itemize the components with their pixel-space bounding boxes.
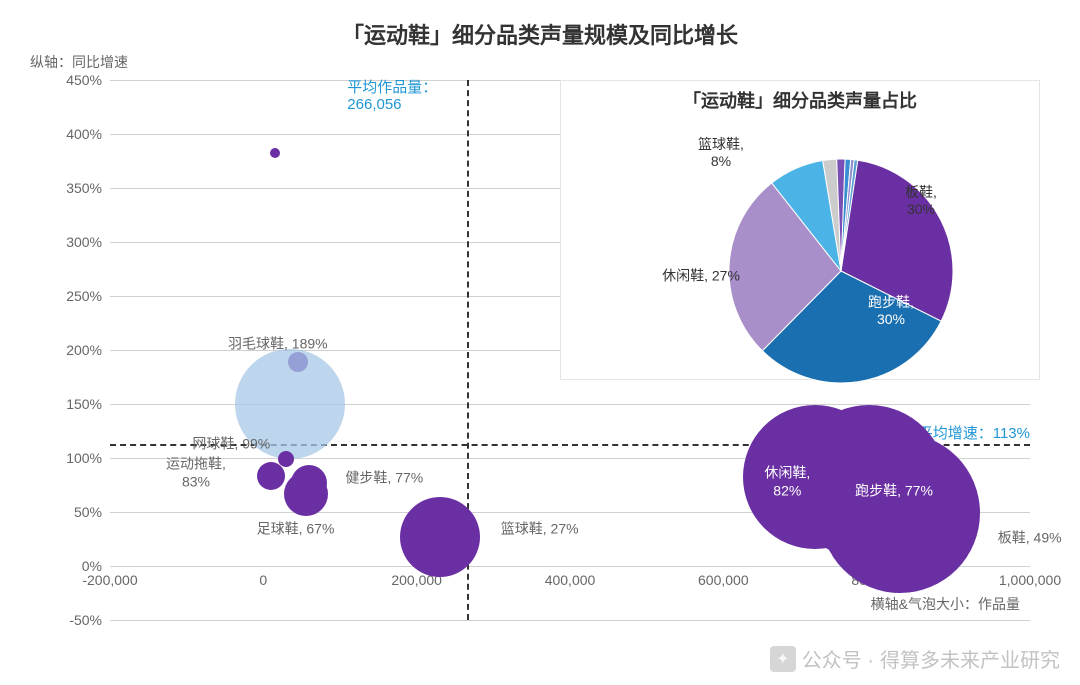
x-tick-label: 600,000 <box>698 572 749 588</box>
y-tick-label: -50% <box>69 612 102 628</box>
bubble-label-跑步鞋: 跑步鞋, 77% <box>855 482 933 500</box>
x-axis-caption: 横轴&气泡大小：作品量 <box>871 594 1020 614</box>
pie-title: 「运动鞋」细分品类声量占比 <box>561 87 1039 113</box>
watermark: ✦ 公众号 · 得算多未来产业研究 <box>770 644 1060 673</box>
x-tick-label: 1,000,000 <box>999 572 1061 588</box>
pie-label-休闲鞋: 休闲鞋, 27% <box>662 268 740 285</box>
y-tick-label: 300% <box>66 234 102 250</box>
chart-title: 「运动鞋」细分品类声量规模及同比增长 <box>0 18 1080 50</box>
y-tick-label: 250% <box>66 288 102 304</box>
avg-works-value: 266,056 <box>347 96 401 113</box>
y-axis-label: 纵轴：同比增速 <box>30 52 128 72</box>
avg-works-label: 平均作品量： <box>347 76 437 97</box>
gridline <box>110 620 1030 621</box>
bubble-label-足球鞋: 足球鞋, 67% <box>257 520 335 538</box>
bubble-label-运动拖鞋: 运动拖鞋,83% <box>166 456 226 491</box>
bubble-label-板鞋: 板鞋, 49% <box>998 529 1062 547</box>
x-tick-label: -200,000 <box>82 572 137 588</box>
y-tick-label: 150% <box>66 396 102 412</box>
bubble-label-休闲鞋: 休闲鞋,82% <box>764 465 810 500</box>
pie-label-跑步鞋: 跑步鞋,30% <box>868 294 914 328</box>
y-tick-label: 400% <box>66 126 102 142</box>
pie-label-板鞋: 板鞋,30% <box>905 184 937 218</box>
bubble-篮球鞋 <box>400 497 480 577</box>
wechat-icon: ✦ <box>770 646 796 672</box>
y-tick-label: 100% <box>66 450 102 466</box>
bubble-label-篮球鞋: 篮球鞋, 27% <box>501 520 579 538</box>
bubble-足球鞋 <box>284 472 328 516</box>
y-tick-label: 200% <box>66 342 102 358</box>
y-tick-label: 350% <box>66 180 102 196</box>
y-tick-label: 450% <box>66 72 102 88</box>
bubble-label-羽毛球鞋: 羽毛球鞋, 189% <box>228 335 328 353</box>
bubble-运动拖鞋 <box>257 462 285 490</box>
bubble-棒球鞋 <box>270 148 280 158</box>
bubble-网球鞋 <box>278 451 294 467</box>
x-tick-label: 400,000 <box>545 572 596 588</box>
pie-label-篮球鞋: 篮球鞋,8% <box>698 136 744 170</box>
pie-panel: 「运动鞋」细分品类声量占比 板鞋,30% 跑步鞋,30% 休闲鞋, 27% 篮球鞋,8… <box>560 80 1040 380</box>
x-tick-label: 0 <box>259 572 267 588</box>
watermark-prefix: 公众号 · <box>802 644 874 673</box>
bubble-label-健步鞋: 健步鞋, 77% <box>345 469 423 487</box>
watermark-name: 得算多未来产业研究 <box>880 644 1060 673</box>
bubble-label-网球鞋: 网球鞋, 99% <box>192 435 270 453</box>
pie-chart <box>561 117 1041 387</box>
y-tick-label: 50% <box>74 504 102 520</box>
